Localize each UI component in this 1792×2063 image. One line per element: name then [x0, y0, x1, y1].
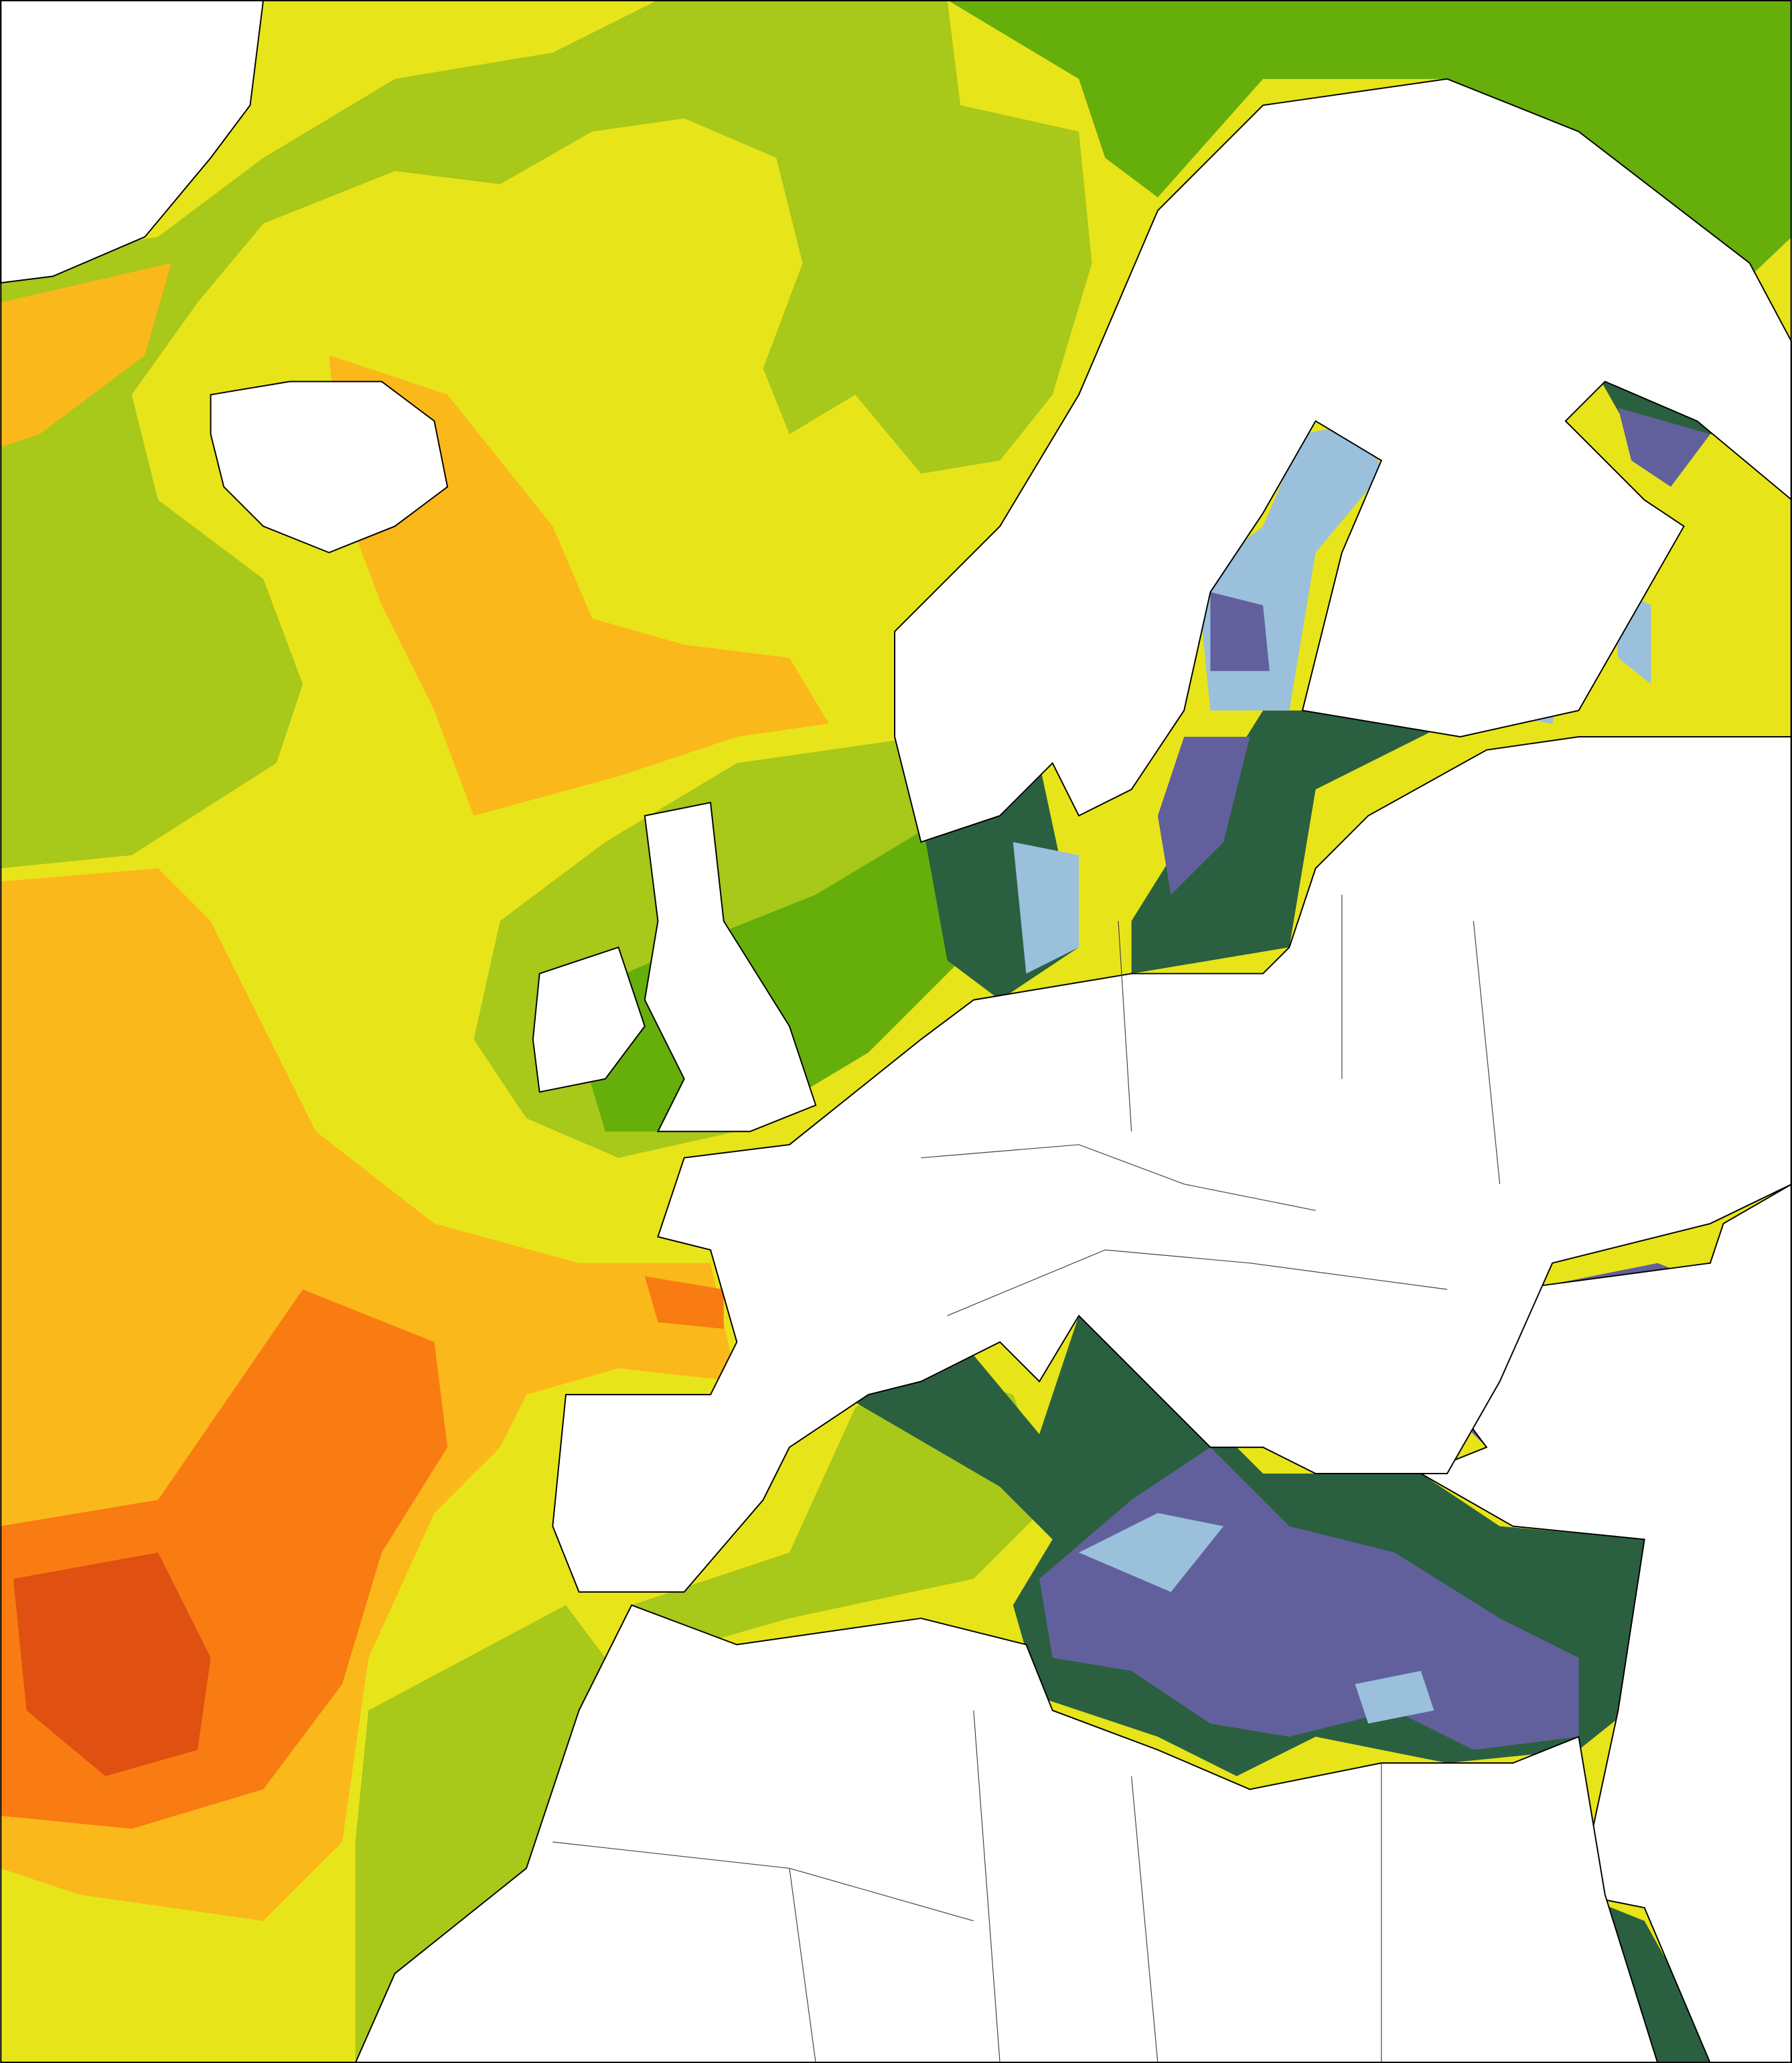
iceland [210, 380, 449, 554]
zone-green-north-sea [565, 815, 974, 1132]
zone-light-green-africa [355, 1605, 605, 2063]
greenland [0, 0, 265, 284]
zone-green [947, 0, 1792, 290]
zone-light-blue-med [1079, 1512, 1434, 1724]
zone-red-orange [13, 1552, 211, 1776]
great-britain [644, 802, 817, 1133]
zone-orange [0, 263, 829, 816]
mainland-europe [552, 736, 1792, 1593]
north-africa [354, 1604, 1659, 2063]
ireland [532, 946, 646, 1093]
zone-purple-north [1157, 407, 1710, 895]
zone-light-green [0, 0, 1092, 869]
borders [552, 894, 1501, 2063]
